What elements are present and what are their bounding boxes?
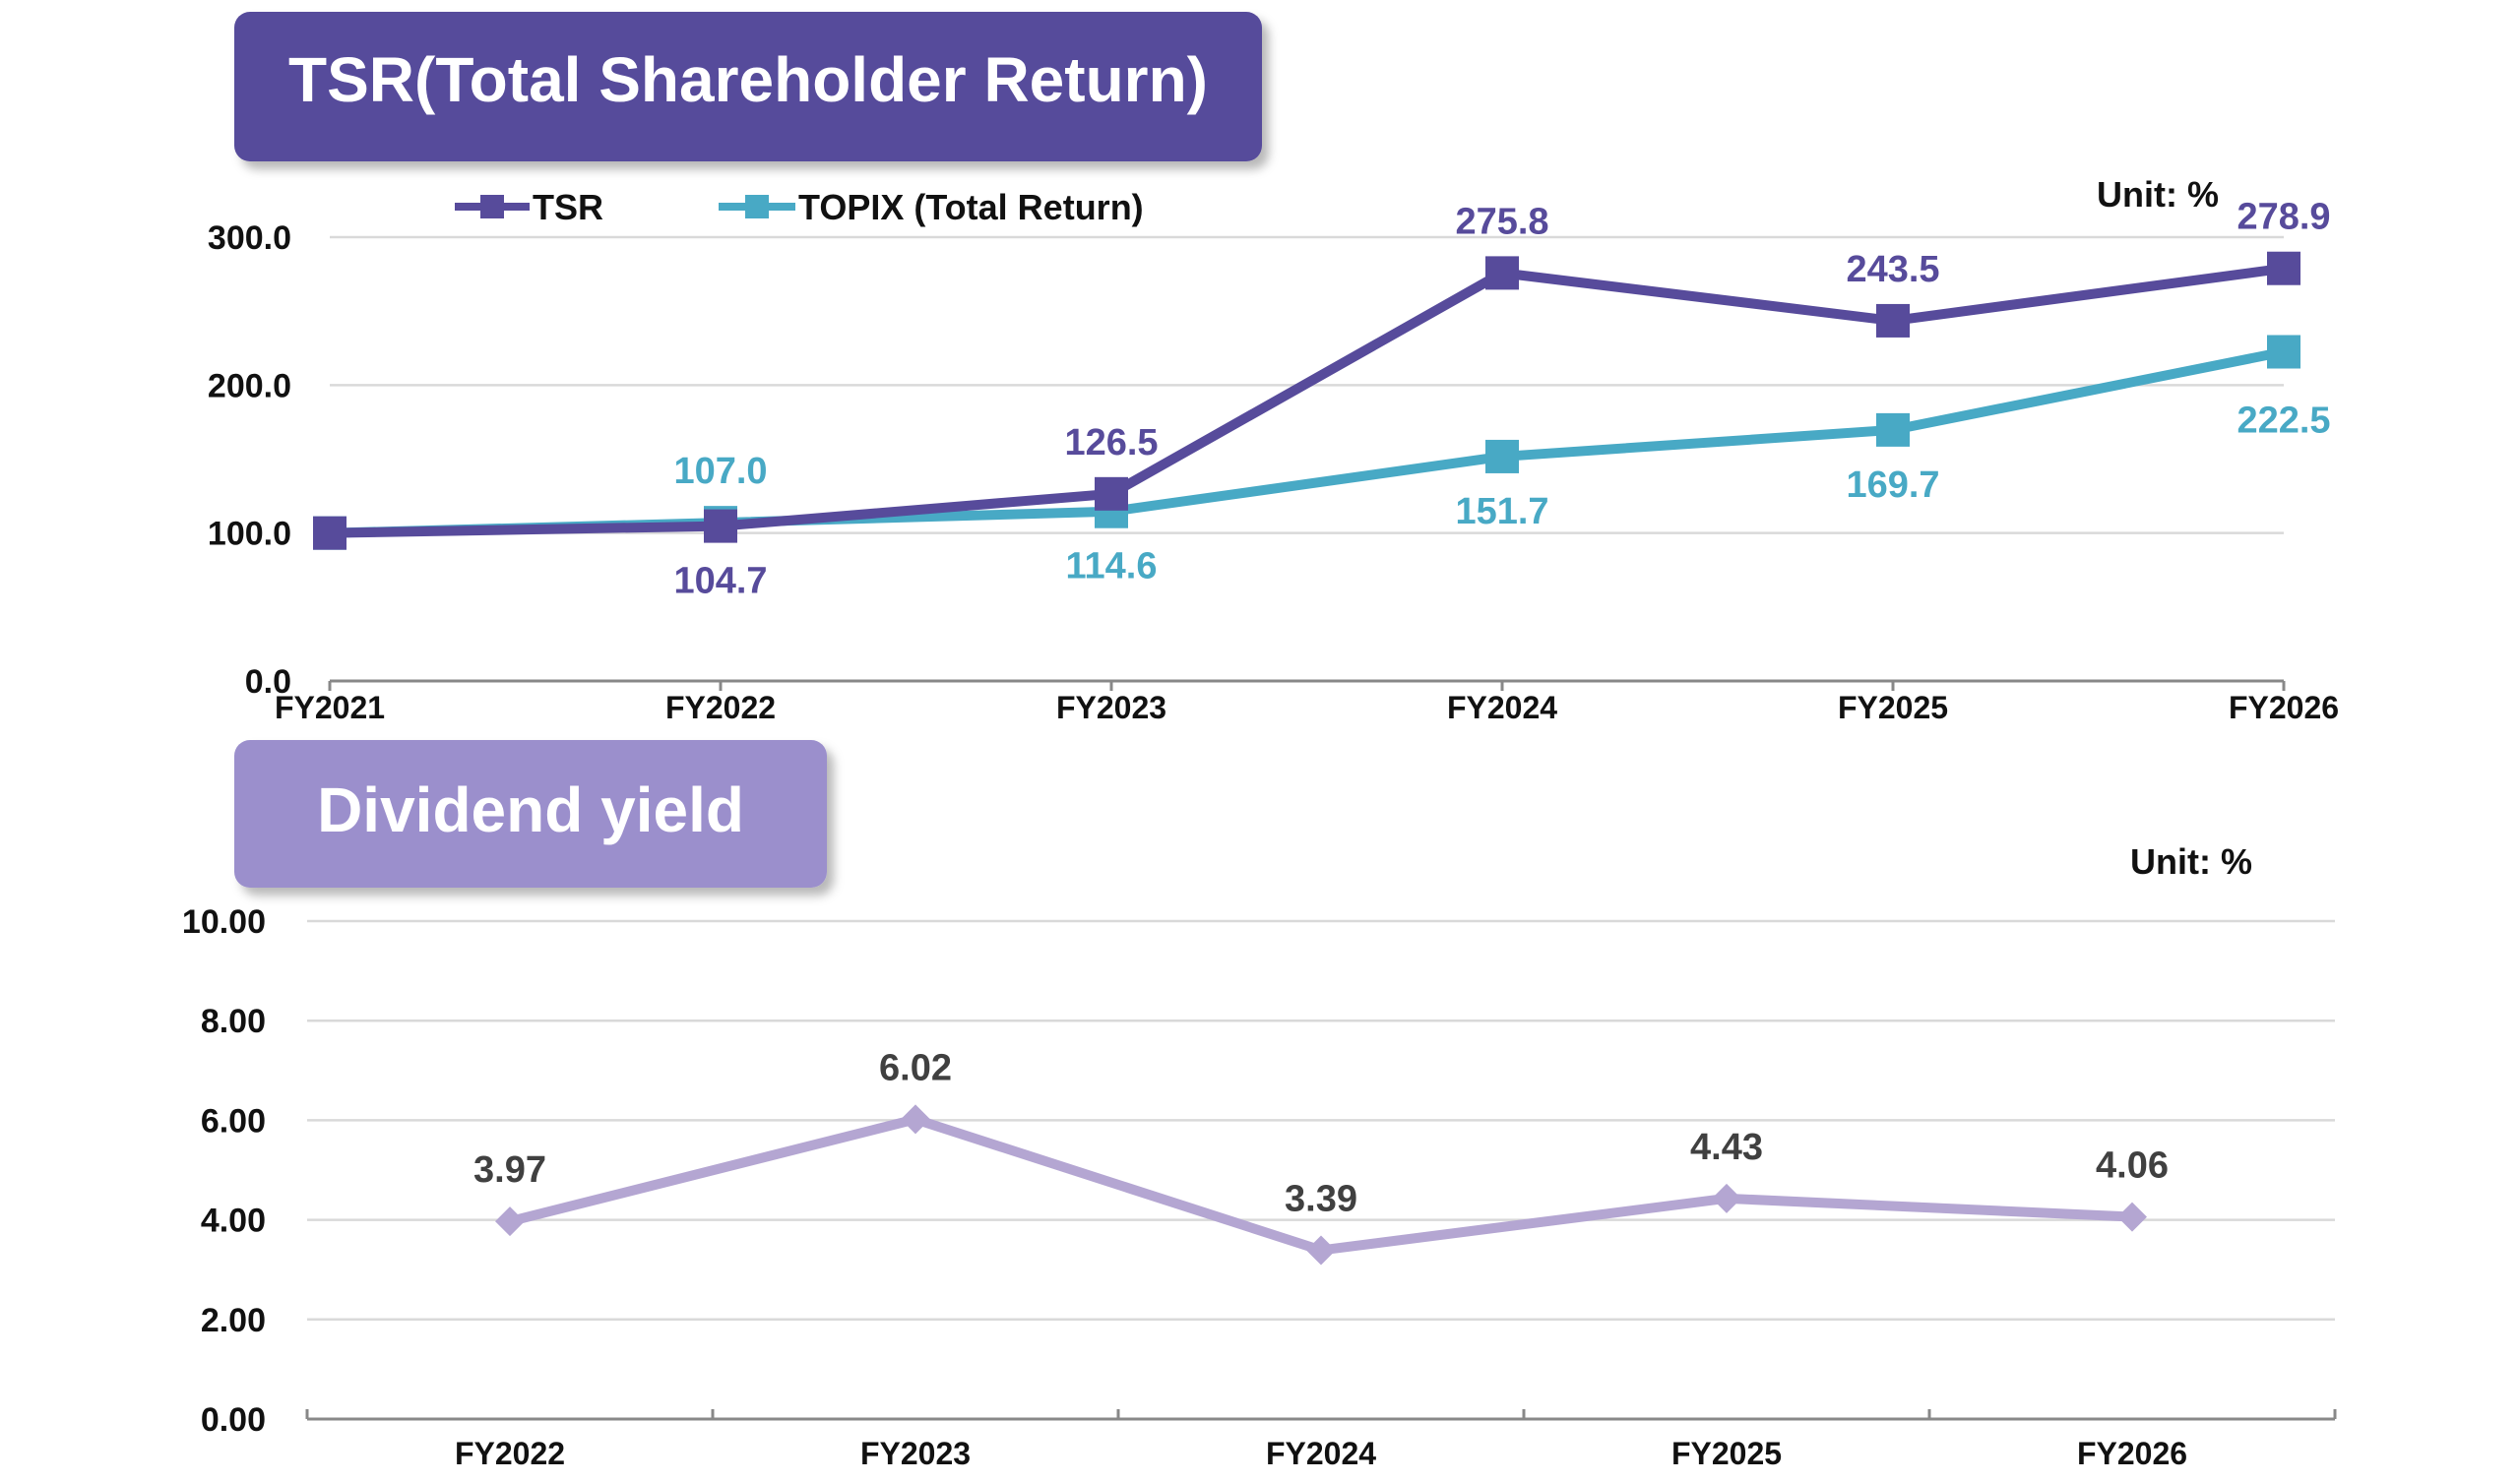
dividend-unit-label: Unit: % xyxy=(2130,841,2252,882)
data-point-tsr xyxy=(2267,251,2300,285)
y-tick-label: 10.00 xyxy=(182,903,266,941)
series-line-tsr xyxy=(329,263,2285,538)
legend-tsr-label: TSR xyxy=(533,187,603,227)
data-label-tsr: 243.5 xyxy=(1846,249,1939,290)
tsr-title-background xyxy=(234,12,1262,161)
y-tick-label: 4.00 xyxy=(201,1203,266,1240)
x-tick-label: FY2025 xyxy=(1671,1436,1782,1471)
dividend-line-chart: 0.00 2.00 4.00 6.00 8.00 10.00 FY2022 FY2023 FY2… xyxy=(182,903,2337,1471)
data-point-tsr xyxy=(1485,256,1519,290)
tsr-unit-label: Unit: % xyxy=(2097,174,2219,215)
legend-topix-label: TOPIX (Total Return) xyxy=(798,187,1144,227)
data-point-topix xyxy=(1876,412,1910,447)
data-label-tsr: 104.7 xyxy=(673,561,767,602)
y-tick-label: 0.0 xyxy=(245,663,291,701)
x-tick-label: FY2026 xyxy=(2077,1436,2187,1471)
data-label-topix: 169.7 xyxy=(1846,464,1939,506)
x-tick-label: FY2022 xyxy=(455,1436,565,1471)
data-label-topix: 222.5 xyxy=(2236,401,2330,442)
y-tick-label: 0.00 xyxy=(201,1401,266,1439)
legend-tsr-square-icon xyxy=(480,195,504,218)
data-label-tsr: 278.9 xyxy=(2236,197,2330,238)
data-point-dividend xyxy=(901,1104,930,1135)
x-tick-label: FY2022 xyxy=(665,690,776,725)
data-point-dividend xyxy=(2117,1202,2147,1232)
y-tick-label: 6.00 xyxy=(201,1102,266,1140)
dividend-title-background xyxy=(234,740,827,888)
data-point-tsr xyxy=(1876,303,1910,338)
x-tick-label: FY2025 xyxy=(1838,690,1948,725)
tsr-legend: TSR TOPIX (Total Return) xyxy=(455,187,1144,227)
data-label-topix: 114.6 xyxy=(1066,546,1158,587)
x-tick-label: FY2021 xyxy=(275,690,385,725)
data-point-tsr xyxy=(704,509,737,543)
data-label-dividend: 4.43 xyxy=(1690,1127,1763,1168)
data-point-dividend xyxy=(1712,1183,1741,1213)
data-point-tsr xyxy=(313,516,346,550)
legend-item-topix: TOPIX (Total Return) xyxy=(719,187,1144,227)
y-tick-label: 2.00 xyxy=(201,1302,266,1339)
data-point-dividend xyxy=(1306,1235,1336,1266)
x-tick-label: FY2023 xyxy=(1056,690,1166,725)
data-label-topix: 151.7 xyxy=(1455,491,1548,532)
data-point-dividend xyxy=(495,1206,525,1237)
tsr-chart-title: TSR(Total Shareholder Return) xyxy=(288,44,1208,115)
y-tick-label: 8.00 xyxy=(201,1003,266,1040)
dividend-title-banner: Dividend yield xyxy=(234,740,827,888)
tsr-title-banner: TSR(Total Shareholder Return) xyxy=(234,12,1262,161)
y-tick-label: 300.0 xyxy=(208,219,291,257)
y-tick-label: 200.0 xyxy=(208,367,291,404)
dividend-chart-title: Dividend yield xyxy=(317,774,744,845)
data-label-dividend: 3.39 xyxy=(1285,1178,1357,1219)
tsr-line-chart: 0.0 100.0 200.0 300.0 FY2021 FY2022 FY2023 FY20… xyxy=(208,197,2339,725)
data-point-tsr xyxy=(1095,476,1128,511)
data-label-topix: 107.0 xyxy=(673,451,767,492)
legend-topix-square-icon xyxy=(745,195,769,218)
legend-item-tsr: TSR xyxy=(455,187,603,227)
data-point-topix xyxy=(2267,335,2300,369)
data-label-dividend: 4.06 xyxy=(2096,1145,2169,1187)
y-tick-label: 100.0 xyxy=(208,516,291,553)
data-point-topix xyxy=(1485,439,1519,473)
x-tick-label: FY2023 xyxy=(860,1436,971,1471)
x-tick-label: FY2024 xyxy=(1447,690,1557,725)
data-label-tsr: 126.5 xyxy=(1064,422,1158,463)
x-tick-label: FY2024 xyxy=(1266,1436,1376,1471)
x-tick-label: FY2026 xyxy=(2229,690,2339,725)
data-label-dividend: 6.02 xyxy=(879,1047,952,1088)
data-label-tsr: 275.8 xyxy=(1455,201,1548,242)
data-label-dividend: 3.97 xyxy=(473,1149,546,1191)
